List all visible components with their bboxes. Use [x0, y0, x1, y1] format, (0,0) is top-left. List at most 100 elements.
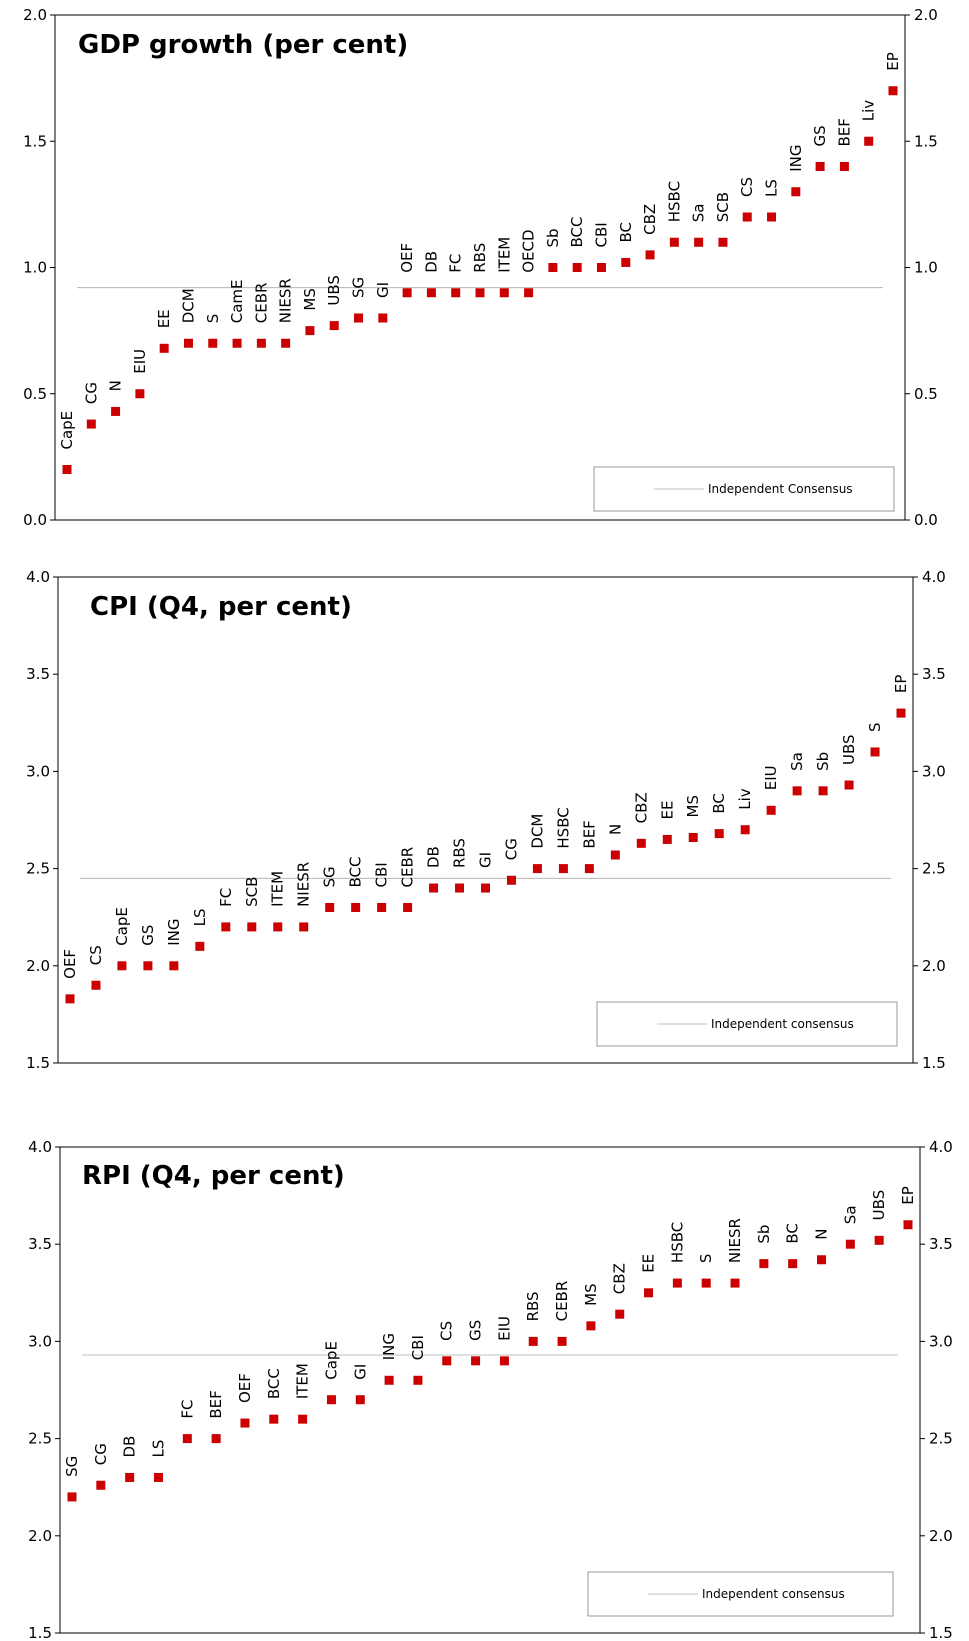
data-point — [506, 875, 516, 885]
y-tick-label-right: 1.5 — [922, 1054, 946, 1072]
y-tick-label-left: 0.0 — [23, 511, 47, 529]
point-label: ITEM — [269, 871, 287, 907]
point-label: ITEM — [294, 1363, 312, 1399]
data-point — [281, 338, 291, 348]
data-point — [864, 136, 874, 146]
data-point — [718, 237, 728, 247]
data-point — [839, 162, 849, 171]
data-point — [558, 864, 568, 874]
legend-box — [596, 1001, 898, 1047]
data-point — [221, 922, 231, 932]
point-label: GI — [351, 1364, 369, 1380]
y-tick-label-left: 3.0 — [26, 762, 50, 780]
data-point — [111, 406, 121, 416]
data-point — [329, 321, 339, 331]
point-label: GS — [467, 1320, 485, 1341]
point-label: BC — [710, 793, 728, 814]
point-label: DCM — [179, 288, 197, 323]
point-label: Sa — [788, 752, 806, 771]
y-tick-label-right: 0.5 — [914, 385, 938, 403]
data-point — [326, 1395, 336, 1405]
y-tick-label-right: 1.5 — [914, 132, 938, 150]
data-point — [584, 864, 594, 874]
legend-label: Independent consensus — [702, 1587, 845, 1601]
data-point — [615, 1309, 625, 1319]
data-point — [870, 747, 880, 757]
point-label: BEF — [207, 1390, 225, 1418]
point-label: S — [204, 314, 222, 324]
data-point — [644, 1288, 654, 1298]
y-tick-label-right: 2.0 — [922, 957, 946, 975]
data-point — [378, 313, 388, 323]
plot-frame — [57, 576, 914, 1064]
y-tick-label-left: 2.0 — [28, 1527, 52, 1545]
data-point — [714, 829, 724, 839]
point-label: BC — [617, 222, 635, 243]
y-tick-label-left: 2.5 — [28, 1430, 52, 1448]
data-point — [211, 1434, 221, 1444]
data-point — [730, 1278, 740, 1288]
point-label: UBS — [840, 734, 858, 765]
point-label: SCB — [714, 192, 732, 222]
data-point — [557, 1336, 567, 1346]
data-point — [688, 832, 698, 842]
data-point — [143, 961, 153, 971]
point-label: NIESR — [295, 862, 313, 907]
y-tick-label-left: 1.5 — [26, 1054, 50, 1072]
point-label: BCC — [568, 217, 586, 248]
data-point — [791, 187, 801, 197]
plot-frame — [59, 1146, 921, 1634]
y-tick-label-left: 1.5 — [23, 132, 47, 150]
point-label: SG — [63, 1456, 81, 1477]
data-point — [662, 834, 672, 844]
data-point — [183, 338, 193, 348]
point-label: HSBC — [665, 181, 683, 222]
data-point — [759, 1259, 769, 1269]
point-label: EIU — [131, 349, 149, 374]
point-label: DB — [422, 251, 440, 273]
data-point — [402, 288, 412, 298]
data-point — [442, 1356, 452, 1366]
point-label: N — [606, 824, 624, 835]
point-label: LS — [763, 179, 781, 197]
data-point — [135, 389, 145, 399]
point-label: BEF — [580, 820, 598, 848]
data-point — [499, 288, 509, 298]
data-point — [299, 922, 309, 932]
point-label: CBI — [373, 862, 391, 887]
data-point — [351, 902, 361, 912]
point-label: Sb — [755, 1225, 773, 1244]
point-label: BC — [784, 1223, 802, 1244]
point-label: GI — [374, 282, 392, 298]
point-label: HSBC — [668, 1222, 686, 1263]
point-label: UBS — [870, 1190, 888, 1221]
point-label: MS — [301, 288, 319, 310]
point-label: EIU — [495, 1316, 513, 1341]
y-tick-label-right: 1.5 — [929, 1624, 953, 1641]
data-point — [240, 1418, 250, 1428]
point-label: ITEM — [495, 237, 513, 273]
y-tick-label-left: 3.5 — [28, 1235, 52, 1253]
point-label: RBS — [524, 1291, 542, 1321]
point-label: CamE — [228, 279, 246, 323]
point-label: DB — [121, 1436, 139, 1458]
data-point — [273, 922, 283, 932]
data-point — [182, 1434, 192, 1444]
data-point — [874, 1235, 884, 1245]
data-point — [153, 1472, 163, 1482]
point-label: CBZ — [611, 1263, 629, 1294]
data-point — [413, 1375, 423, 1385]
data-point — [62, 465, 72, 474]
point-label: CG — [82, 382, 100, 404]
point-label: EE — [640, 1254, 658, 1273]
chart-title: GDP growth (per cent) — [78, 30, 408, 60]
point-label: DB — [425, 846, 443, 868]
data-point — [65, 994, 75, 1004]
point-label: CapE — [58, 411, 76, 450]
point-label: LS — [149, 1440, 167, 1458]
y-tick-label-left: 1.0 — [23, 259, 47, 277]
chart-3: 1.5 1.5 2.0 2.0 2.5 2.5 3.0 3.0 3.5 3.5 4.0 4.0 RPI … — [28, 1138, 953, 1641]
data-point — [499, 1356, 509, 1366]
legend-label: Independent consensus — [711, 1017, 854, 1031]
point-label: GS — [139, 925, 157, 946]
